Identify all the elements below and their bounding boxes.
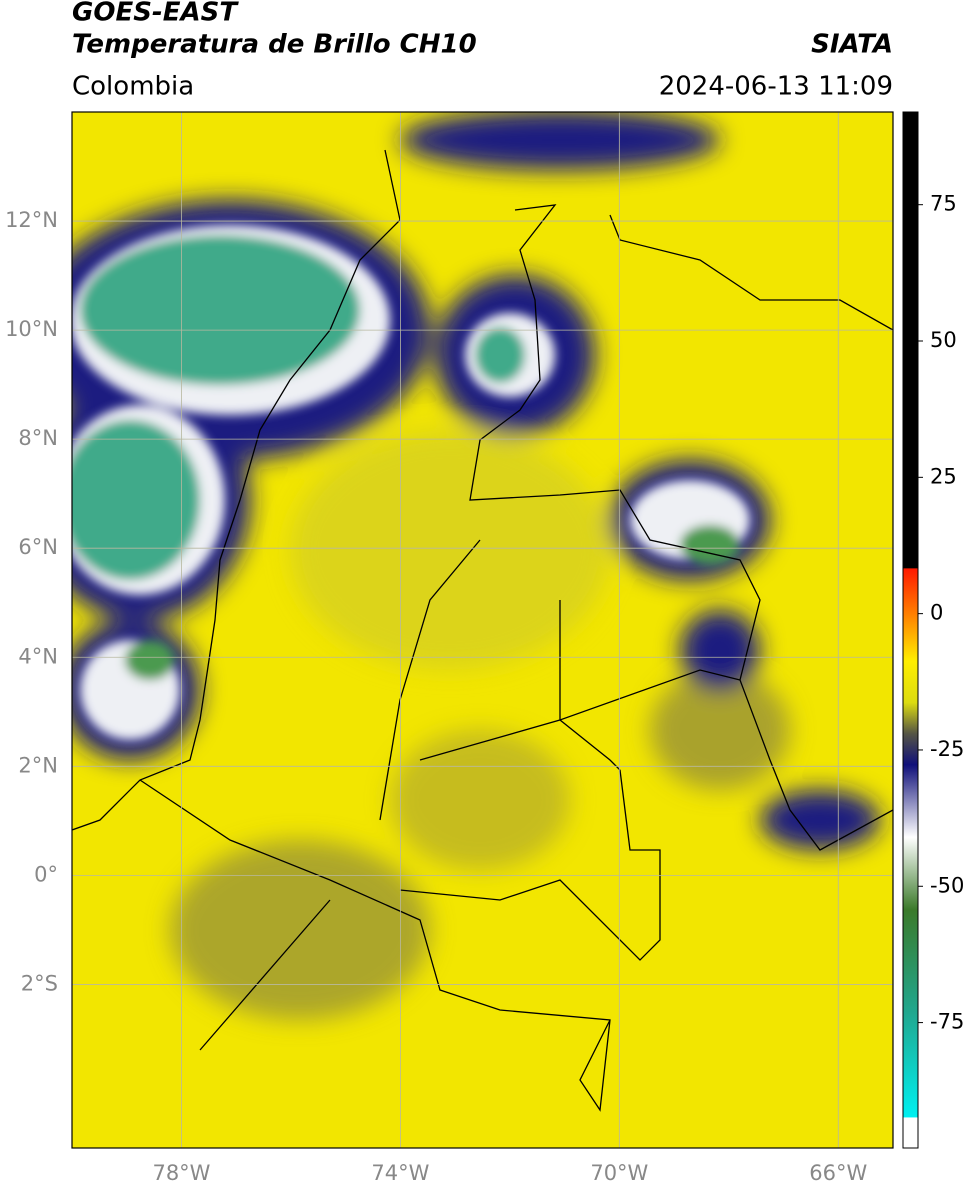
region: Colombia [72, 72, 194, 102]
colorbar-tick-label: -50 [930, 873, 964, 897]
y-tick-label: 12°N [5, 208, 58, 232]
x-tick-label: 66°W [809, 1161, 867, 1185]
x-tick-label: 74°W [371, 1161, 429, 1185]
y-tick-label: 8°N [18, 426, 58, 450]
colorbar-tick-label: 50 [930, 328, 957, 352]
y-tick-label: 2°S [21, 971, 58, 995]
x-tick-label: 70°W [590, 1161, 648, 1185]
colorbar-tick-label: -75 [930, 1010, 964, 1034]
subtitle: Temperatura de Brillo CH10 [72, 30, 477, 60]
colorbar-tick-label: 0 [930, 601, 943, 625]
y-tick-label: 10°N [5, 317, 58, 341]
satellite-image [72, 112, 893, 1148]
map-frame [71, 111, 894, 1149]
y-tick-label: 6°N [18, 535, 58, 559]
source: SIATA [811, 30, 893, 60]
y-tick-label: 4°N [18, 644, 58, 668]
y-tick-label: 2°N [18, 753, 58, 777]
timestamp: 2024-06-13 11:09 [659, 72, 893, 102]
colorbar-tick-label: 75 [930, 192, 957, 216]
x-tick-label: 78°W [152, 1161, 210, 1185]
title: GOES-EAST [72, 0, 239, 28]
y-tick-label: 0° [34, 862, 58, 886]
colorbar-tick-label: 25 [930, 464, 957, 488]
colorbar-tick-label: -25 [930, 737, 964, 761]
colorbar [902, 111, 919, 1149]
